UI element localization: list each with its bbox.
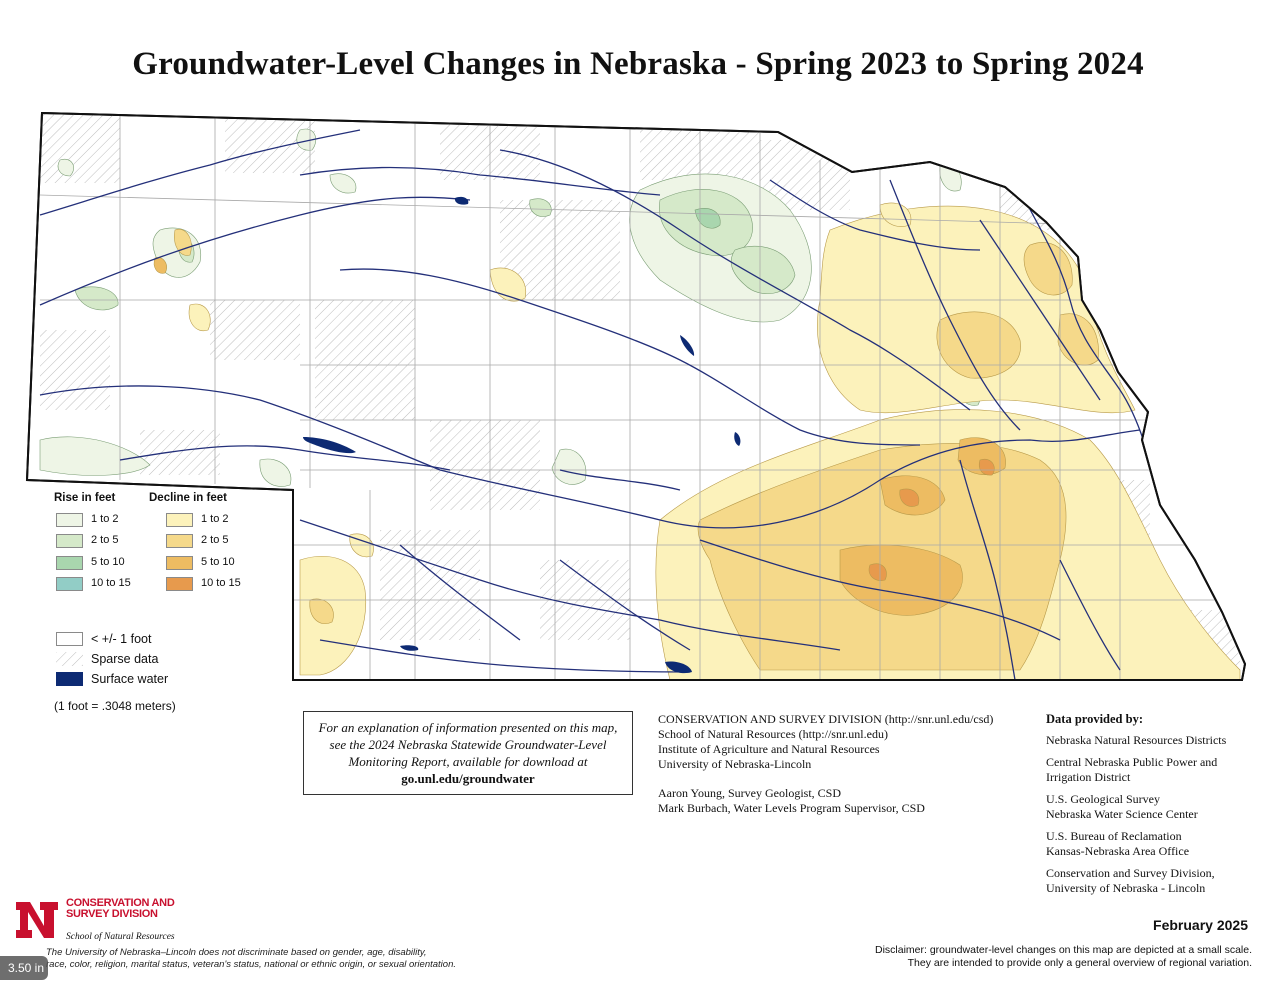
nondisc-line-2: race, color, religion, marital status, v… xyxy=(46,959,456,970)
scale-badge: 3.50 in xyxy=(0,956,48,980)
legend-swatch-surface-water xyxy=(56,672,83,686)
legend-label-no-change: < +/- 1 foot xyxy=(91,632,152,646)
logo-line-1: CONSERVATION AND xyxy=(66,897,175,909)
nondisc-line-1: The University of Nebraska–Lincoln does … xyxy=(46,947,427,958)
legend-swatch-decline-5-10 xyxy=(166,556,193,570)
provider-csd-2: University of Nebraska - Lincoln xyxy=(1046,881,1206,895)
legend-label-decline-5-10: 5 to 10 xyxy=(201,556,235,568)
nondiscrimination-statement: The University of Nebraska–Lincoln does … xyxy=(46,947,456,971)
data-provided-heading: Data provided by: xyxy=(1046,712,1144,726)
unl-n-logo xyxy=(16,902,58,938)
legend-swatch-rise-10-15 xyxy=(56,577,83,591)
disclaimer: Disclaimer: groundwater-level changes on… xyxy=(875,944,1252,970)
legend-label-rise-5-10: 5 to 10 xyxy=(91,556,125,568)
surface-water-bodies xyxy=(303,196,741,674)
provider-cnppid-1: Central Nebraska Public Power and xyxy=(1046,755,1218,769)
csd-line-5: Aaron Young, Survey Geologist, CSD xyxy=(658,786,842,800)
legend-swatch-decline-1-2 xyxy=(166,513,193,527)
csd-line-6: Mark Burbach, Water Levels Program Super… xyxy=(658,801,925,815)
legend-label-surface-water: Surface water xyxy=(91,672,169,686)
disclaimer-line-1: Disclaimer: groundwater-level changes on… xyxy=(874,944,1252,956)
legend-swatch-sparse xyxy=(56,652,83,666)
legend-label-decline-10-15: 10 to 15 xyxy=(201,577,241,589)
csd-line-2: School of Natural Resources (http://snr.… xyxy=(658,727,888,741)
legend-swatch-rise-5-10 xyxy=(56,556,83,570)
legend-label-rise-10-15: 10 to 15 xyxy=(91,577,131,589)
legend-swatch-decline-2-5 xyxy=(166,534,193,548)
publication-date: February 2025 xyxy=(1153,917,1248,933)
rise-areas xyxy=(39,128,981,487)
legend-swatch-rise-1-2 xyxy=(56,513,83,527)
provider-nrd: Nebraska Natural Resources Districts xyxy=(1046,733,1227,747)
legend-label-rise-1-2: 1 to 2 xyxy=(91,513,119,525)
provider-csd-1: Conservation and Survey Division, xyxy=(1046,866,1215,880)
legend-label-rise-2-5: 2 to 5 xyxy=(91,534,119,546)
provider-usbr-2: Kansas-Nebraska Area Office xyxy=(1046,844,1190,858)
csd-credits: CONSERVATION AND SURVEY DIVISION (http:/… xyxy=(658,712,993,816)
provider-usgs-1: U.S. Geological Survey xyxy=(1046,792,1160,806)
legend-label-decline-2-5: 2 to 5 xyxy=(201,534,229,546)
legend-label-decline-1-2: 1 to 2 xyxy=(201,513,229,525)
legend-swatch-no-change xyxy=(56,632,83,646)
csd-line-1: CONSERVATION AND SURVEY DIVISION (http:/… xyxy=(658,712,994,726)
decline-heading: Decline in feet xyxy=(149,492,227,504)
logo-subtitle: School of Natural Resources xyxy=(66,932,175,942)
unit-conversion: (1 foot = .3048 meters) xyxy=(54,699,176,713)
rise-heading: Rise in feet xyxy=(54,492,116,504)
legend-label-sparse: Sparse data xyxy=(91,652,159,666)
logo-text: CONSERVATION AND SURVEY DIVISION xyxy=(66,897,175,920)
provider-usgs-2: Nebraska Water Science Center xyxy=(1046,807,1198,821)
provider-cnppid-2: Irrigation District xyxy=(1046,770,1131,784)
csd-line-3: Institute of Agriculture and Natural Res… xyxy=(658,742,880,756)
disclaimer-line-2: They are intended to provide only a gene… xyxy=(907,957,1252,969)
county-lines xyxy=(39,115,1220,680)
rivers xyxy=(39,129,1161,680)
map-title: Groundwater-Level Changes in Nebraska - … xyxy=(132,46,1144,82)
logo-line-2: SURVEY DIVISION xyxy=(66,908,158,920)
legend-swatch-rise-2-5 xyxy=(56,534,83,548)
csd-line-4: University of Nebraska-Lincoln xyxy=(658,757,812,771)
provider-usbr-1: U.S. Bureau of Reclamation xyxy=(1046,829,1182,843)
legend-swatch-decline-10-15 xyxy=(166,577,193,591)
explanation-box: For an explanation of information presen… xyxy=(303,711,633,795)
report-link[interactable]: go.unl.edu/groundwater xyxy=(401,771,535,786)
explanation-text: For an explanation of information presen… xyxy=(318,720,618,769)
